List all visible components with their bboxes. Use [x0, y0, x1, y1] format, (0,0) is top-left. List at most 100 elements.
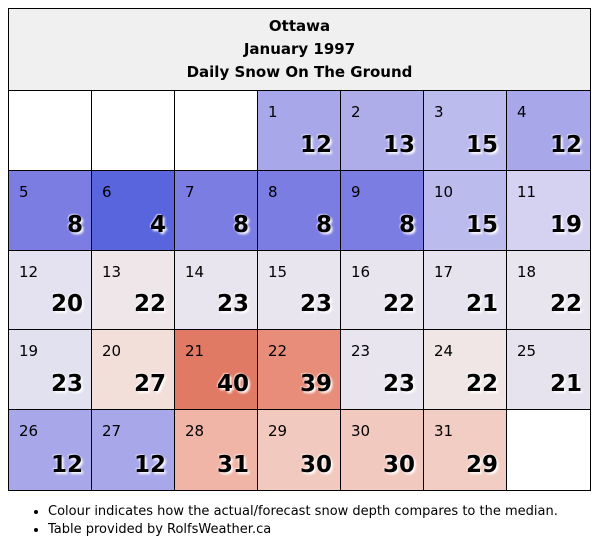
empty-cell [92, 91, 175, 171]
day-cell-15: 15 23 [258, 250, 341, 331]
snow-depth: 20 [50, 291, 83, 318]
day-number: 6 [102, 182, 112, 201]
snow-depth: 22 [465, 371, 498, 398]
day-cell-25: 25 21 [507, 330, 590, 411]
day-number: 29 [268, 422, 288, 441]
day-number: 5 [19, 182, 29, 201]
snow-calendar-table: Ottawa January 1997 Daily Snow On The Gr… [8, 8, 591, 491]
snow-depth: 39 [299, 371, 332, 398]
snow-depth: 15 [465, 131, 498, 158]
day-cell-12: 12 20 [9, 250, 92, 331]
day-cell-27: 27 12 [92, 410, 175, 490]
snow-depth: 15 [465, 211, 498, 238]
snow-depth: 30 [382, 452, 415, 478]
day-number: 19 [19, 342, 39, 361]
snow-depth: 12 [50, 452, 83, 478]
day-number: 12 [19, 262, 39, 281]
day-number: 11 [517, 182, 537, 201]
day-number: 17 [434, 262, 454, 281]
day-number: 26 [19, 422, 39, 441]
day-number: 16 [351, 262, 371, 281]
snow-depth: 12 [299, 131, 332, 158]
table-subtitle: Daily Snow On The Ground [186, 63, 413, 81]
day-cell-17: 17 21 [424, 250, 507, 331]
day-number: 7 [185, 182, 195, 201]
day-number: 20 [102, 342, 122, 361]
empty-cell [9, 91, 92, 171]
snow-depth: 22 [133, 291, 166, 318]
day-cell-2: 2 13 [341, 91, 424, 171]
city-title: Ottawa [268, 17, 331, 35]
day-cell-26: 26 12 [9, 410, 92, 490]
snow-depth: 13 [382, 131, 415, 158]
day-number: 1 [268, 103, 278, 121]
day-number: 22 [268, 342, 288, 361]
snow-depth: 27 [133, 371, 166, 398]
day-cell-24: 24 22 [424, 330, 507, 411]
day-number: 2 [351, 103, 361, 121]
snow-depth: 8 [315, 211, 332, 238]
day-cell-31: 31 29 [424, 410, 507, 490]
day-cell-11: 11 19 [507, 170, 590, 251]
day-number: 23 [351, 342, 371, 361]
snow-depth: 21 [465, 291, 498, 318]
day-cell-10: 10 15 [424, 170, 507, 251]
snow-depth: 23 [216, 291, 249, 318]
snow-depth: 8 [66, 211, 83, 238]
day-number: 28 [185, 422, 205, 441]
day-cell-30: 30 30 [341, 410, 424, 490]
day-cell-13: 13 22 [92, 250, 175, 331]
day-number: 14 [185, 262, 205, 281]
snow-depth: 29 [465, 452, 498, 478]
snow-depth: 23 [299, 291, 332, 318]
snow-depth: 8 [232, 211, 249, 238]
day-number: 13 [102, 262, 122, 281]
calendar-grid: 1 12 2 13 3 15 4 12 5 8 6 4 7 8 8 8 9 8 10 15 11 19 12 20 13 22 14… [9, 91, 590, 490]
notes-list: Colour indicates how the actual/forecast… [28, 503, 558, 539]
day-number: 9 [351, 182, 361, 201]
day-cell-19: 19 23 [9, 330, 92, 411]
day-cell-29: 29 30 [258, 410, 341, 490]
snow-depth: 12 [549, 131, 582, 158]
day-cell-18: 18 22 [507, 250, 590, 331]
day-number: 27 [102, 422, 122, 441]
day-number: 8 [268, 182, 278, 201]
day-number: 4 [517, 103, 527, 121]
day-cell-21: 21 40 [175, 330, 258, 411]
snow-depth: 8 [398, 211, 415, 238]
day-number: 21 [185, 342, 205, 361]
note-colour: Colour indicates how the actual/forecast… [48, 503, 558, 521]
snow-depth: 22 [382, 291, 415, 318]
snow-depth: 21 [549, 371, 582, 398]
day-cell-1: 1 12 [258, 91, 341, 171]
day-cell-28: 28 31 [175, 410, 258, 490]
day-cell-20: 20 27 [92, 330, 175, 411]
day-number: 30 [351, 422, 371, 441]
day-number: 15 [268, 262, 288, 281]
day-cell-22: 22 39 [258, 330, 341, 411]
month-title: January 1997 [243, 40, 356, 58]
day-cell-23: 23 23 [341, 330, 424, 411]
day-cell-3: 3 15 [424, 91, 507, 171]
day-number: 31 [434, 422, 454, 441]
snow-depth: 23 [50, 371, 83, 398]
snow-depth: 23 [382, 371, 415, 398]
day-cell-16: 16 22 [341, 250, 424, 331]
snow-depth: 19 [549, 211, 582, 238]
snow-depth: 40 [216, 371, 249, 398]
day-number: 18 [517, 262, 537, 281]
note-credit: Table provided by RolfsWeather.ca [48, 521, 558, 539]
day-cell-14: 14 23 [175, 250, 258, 331]
empty-cell [175, 91, 258, 171]
snow-depth: 30 [299, 452, 332, 478]
day-number: 25 [517, 342, 537, 361]
day-number: 3 [434, 103, 444, 121]
day-number: 24 [434, 342, 454, 361]
snow-depth: 4 [149, 211, 166, 238]
day-number: 10 [434, 182, 454, 201]
